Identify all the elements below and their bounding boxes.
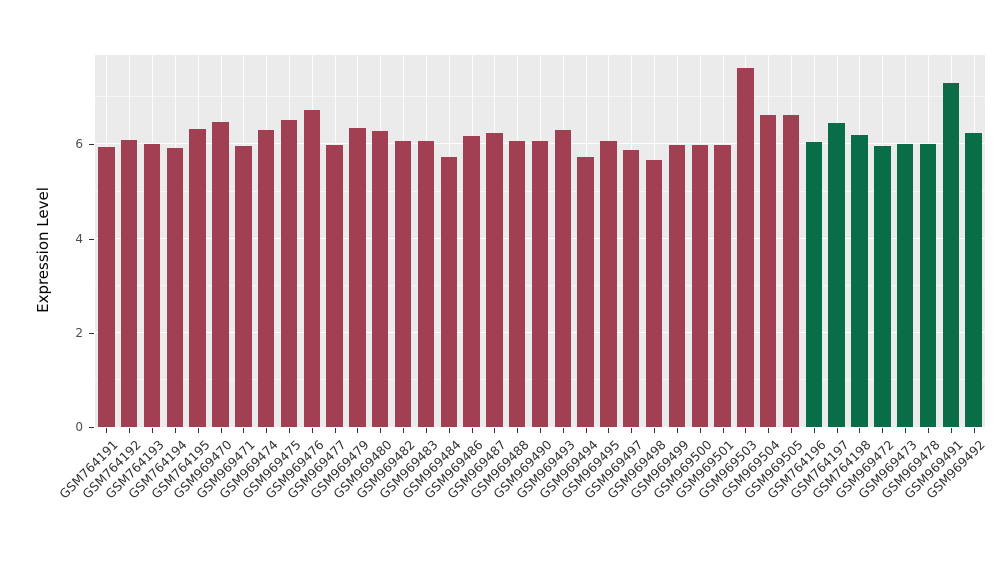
- x-tick-mark: [380, 428, 382, 433]
- bar-GSM969474: [257, 130, 275, 427]
- bar-GSM969491: [942, 83, 959, 427]
- bar-GSM969486: [463, 136, 480, 427]
- y-tick-mark: [89, 144, 94, 146]
- bar-GSM969494: [577, 157, 594, 427]
- bar-GSM764198: [851, 135, 868, 427]
- x-tick-mark: [540, 428, 541, 433]
- x-tick-mark: [654, 428, 656, 433]
- bar-GSM969498: [645, 159, 663, 427]
- bar-GSM969487: [486, 132, 503, 427]
- x-tick-mark: [288, 428, 290, 433]
- x-tick-mark: [768, 428, 770, 433]
- x-tick-mark: [266, 428, 268, 433]
- x-tick-mark: [494, 428, 496, 433]
- bar-GSM969472: [874, 145, 891, 427]
- bar-GSM969480: [372, 131, 389, 427]
- x-tick-mark: [243, 428, 245, 433]
- x-tick-mark: [631, 428, 633, 433]
- bar-GSM969470: [212, 121, 229, 427]
- bar-GSM969482: [394, 140, 412, 427]
- x-tick-mark: [813, 428, 815, 433]
- x-tick-mark: [152, 428, 154, 433]
- y-tick-label: 2: [75, 325, 83, 340]
- bar-GSM969477: [326, 145, 343, 427]
- x-tick-mark: [905, 428, 907, 433]
- x-tick-mark: [220, 428, 222, 433]
- y-tick-mark: [89, 238, 94, 240]
- bar-GSM969503: [737, 68, 754, 427]
- bar-GSM764192: [121, 139, 138, 427]
- x-tick-mark: [517, 428, 519, 433]
- plot-panel: [95, 55, 985, 427]
- bar-GSM764191: [98, 146, 115, 427]
- y-tick-label: 0: [75, 420, 83, 434]
- y-tick-mark: [89, 332, 94, 334]
- bar-GSM969473: [896, 144, 914, 427]
- x-tick-mark: [403, 428, 405, 433]
- x-tick-mark: [562, 428, 564, 433]
- bar-GSM969497: [623, 150, 640, 427]
- x-tick-mark: [882, 428, 884, 433]
- bar-GSM969493: [554, 130, 572, 427]
- bar-GSM969476: [303, 110, 320, 427]
- x-tick-mark: [448, 428, 450, 433]
- x-tick-mark: [676, 428, 678, 433]
- bar-GSM969504: [759, 115, 777, 427]
- y-axis-title: Expression Level: [34, 187, 52, 313]
- bar-GSM969478: [919, 143, 937, 427]
- x-tick-mark: [608, 428, 610, 433]
- x-tick-mark: [471, 428, 473, 433]
- bar-GSM764197: [828, 123, 845, 427]
- x-tick-mark: [745, 428, 747, 433]
- bar-GSM969500: [691, 145, 708, 427]
- bar-GSM764195: [189, 128, 206, 427]
- bar-GSM969483: [417, 141, 435, 427]
- bar-GSM969499: [668, 145, 686, 427]
- bar-GSM969501: [714, 145, 731, 427]
- x-tick-mark: [950, 428, 952, 433]
- bar-GSM764196: [805, 142, 823, 427]
- bar-GSM969471: [235, 145, 252, 427]
- x-tick-mark: [836, 428, 838, 433]
- bar-GSM969488: [508, 140, 526, 427]
- x-tick-mark: [174, 428, 176, 433]
- bar-GSM969492: [965, 132, 982, 427]
- x-tick-mark: [334, 428, 336, 433]
- y-tick-mark: [89, 427, 94, 428]
- x-tick-mark: [357, 428, 359, 433]
- bar-GSM764193: [143, 144, 161, 427]
- x-tick-mark: [973, 428, 975, 433]
- x-tick-mark: [859, 428, 861, 433]
- x-tick-mark: [927, 428, 929, 433]
- x-tick-mark: [106, 428, 108, 433]
- y-tick-label: 6: [75, 137, 83, 152]
- bar-GSM764194: [166, 148, 184, 427]
- bar-GSM969490: [531, 140, 549, 427]
- x-tick-mark: [722, 428, 724, 433]
- bar-GSM969475: [280, 119, 298, 427]
- y-tick-label: 4: [75, 231, 83, 246]
- x-tick-mark: [791, 428, 793, 433]
- x-tick-mark: [129, 428, 131, 433]
- x-tick-mark: [699, 428, 701, 433]
- x-tick-mark: [311, 428, 313, 433]
- x-tick-mark: [425, 428, 427, 433]
- x-tick-mark: [197, 428, 199, 433]
- x-tick-mark: [585, 428, 587, 433]
- bar-GSM969484: [440, 157, 457, 427]
- bar-GSM969479: [349, 128, 366, 427]
- bar-GSM969495: [600, 140, 617, 427]
- bar-GSM969505: [782, 115, 800, 427]
